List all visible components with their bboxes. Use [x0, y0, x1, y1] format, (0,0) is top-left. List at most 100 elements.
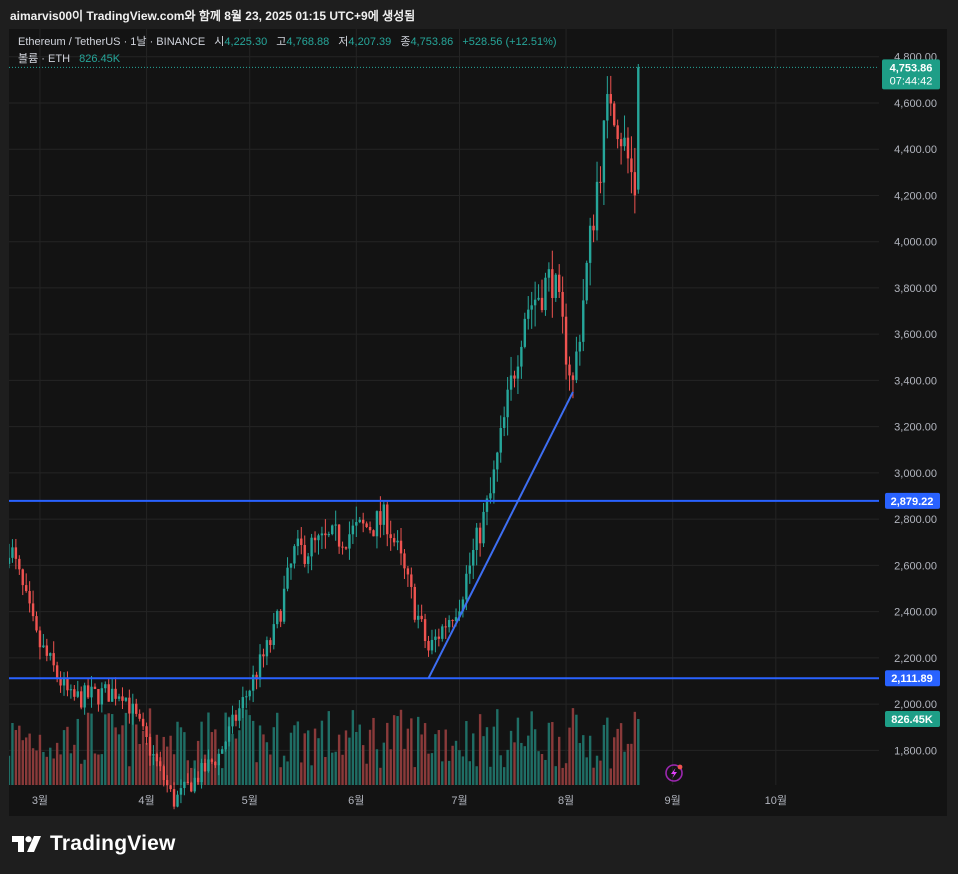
candle-body: [238, 708, 241, 721]
candle-body: [437, 636, 441, 639]
candle-body: [73, 689, 76, 697]
candle-body: [365, 523, 368, 528]
candle-body: [492, 469, 496, 494]
candle-body: [231, 714, 234, 727]
y-tick-label: 2,200.00: [894, 653, 937, 665]
trend-line[interactable]: [427, 391, 574, 679]
tradingview-logo[interactable]: TradingView: [12, 832, 176, 856]
volume-bar: [172, 754, 176, 785]
volume-bar: [135, 724, 138, 785]
lower-level-badge: 2,111.89: [885, 670, 940, 687]
candle-body: [568, 364, 571, 376]
volume-bar: [633, 711, 637, 785]
candle-body: [217, 753, 220, 766]
volume-bar: [475, 766, 478, 785]
y-axis[interactable]: 1,800.00 2,000.00 2,200.00 2,400.00 2,600.00…: [894, 52, 937, 758]
candle-body: [310, 537, 313, 557]
candle-body: [313, 537, 317, 541]
volume-bar: [76, 718, 79, 785]
candle-body: [104, 684, 107, 689]
candle-body: [45, 645, 49, 656]
volume-bar: [97, 754, 100, 785]
candle-body: [361, 519, 365, 524]
horizontal-levels[interactable]: [9, 499, 879, 680]
volume-bar: [465, 721, 468, 785]
volume-bar: [196, 740, 200, 785]
candle-body: [485, 498, 489, 512]
candle-body: [86, 685, 90, 698]
candle-body: [148, 737, 152, 756]
candle-body: [165, 780, 169, 786]
y-tick-label: 4,200.00: [894, 190, 937, 202]
candle-body: [461, 599, 465, 612]
candle-body: [502, 417, 506, 428]
volume-bar: [145, 742, 148, 785]
y-tick-label: 3,800.00: [894, 283, 937, 295]
candle-body: [169, 785, 172, 790]
candle-body: [547, 269, 551, 278]
volume-bar: [561, 767, 564, 785]
price-chart[interactable]: 1,800.00 2,000.00 2,200.00 2,400.00 2,600.00…: [7, 29, 947, 816]
volume-legend[interactable]: 볼륨 · ETH 826.45K: [18, 52, 121, 65]
volume-bar: [551, 722, 554, 785]
volume-bar: [554, 766, 557, 785]
volume-bar: [575, 714, 578, 785]
last-price-value: 4,753.86: [890, 62, 933, 74]
candle-body: [286, 567, 289, 589]
candle-body: [637, 67, 640, 190]
candle-body: [117, 696, 121, 699]
volume-bar: [499, 755, 502, 785]
volume-bar: [540, 753, 544, 785]
symbol-legend[interactable]: Ethereum / TetherUS · 1날 · BINANCE 시4,22…: [18, 35, 557, 48]
candle-body: [66, 677, 69, 691]
y-tick-label: 3,000.00: [894, 468, 937, 480]
candle-body: [18, 558, 21, 570]
volume-bar: [18, 725, 21, 785]
candle-body: [420, 615, 423, 620]
candle-body: [544, 277, 547, 311]
volume-bar: [282, 755, 286, 785]
volume-bar: [293, 725, 296, 785]
candle-body: [262, 654, 265, 657]
candle-body: [145, 726, 148, 738]
y-tick-label: 3,600.00: [894, 329, 937, 341]
candle-body: [21, 569, 24, 586]
chart-panel[interactable]: 1,800.00 2,000.00 2,200.00 2,400.00 2,600.00…: [7, 29, 947, 816]
candle-body: [245, 696, 248, 698]
y-tick-label: 2,400.00: [894, 607, 937, 619]
x-axis[interactable]: 3월 4월 5월 6월 7월 8월 9월 10월: [32, 794, 787, 807]
volume-bar: [310, 765, 313, 785]
volume-bar: [478, 714, 482, 785]
candle-body: [537, 297, 540, 300]
volume-bar: [513, 742, 516, 785]
volume-bar: [200, 721, 203, 785]
candle-body: [571, 375, 575, 380]
volume-bar: [300, 762, 303, 785]
candle-body: [423, 619, 427, 641]
volume-bar: [410, 718, 413, 785]
volume-bar: [334, 751, 337, 785]
candle-body: [193, 777, 196, 792]
candle-body: [496, 452, 499, 470]
candle-body: [251, 674, 255, 691]
candle-body: [478, 527, 482, 544]
candle-body: [344, 547, 348, 549]
volume-bar: [509, 730, 513, 785]
volume-bar: [179, 727, 183, 785]
candle-body: [62, 677, 66, 686]
candle-body: [554, 274, 557, 298]
candle-body: [176, 794, 179, 807]
volume-bar: [602, 724, 606, 785]
volume-bar: [368, 729, 372, 785]
volume-bar: [454, 740, 458, 785]
volume-bar: [434, 734, 437, 785]
low-value: 4,207.39: [348, 36, 391, 48]
candle-body: [317, 535, 320, 541]
volume-bar: [286, 761, 289, 785]
volume-bar: [138, 744, 141, 785]
lightning-icon[interactable]: [665, 764, 683, 782]
candle-body: [551, 269, 554, 298]
candle-body: [107, 684, 110, 702]
candle-body: [269, 640, 272, 645]
volume-bar: [162, 736, 165, 785]
